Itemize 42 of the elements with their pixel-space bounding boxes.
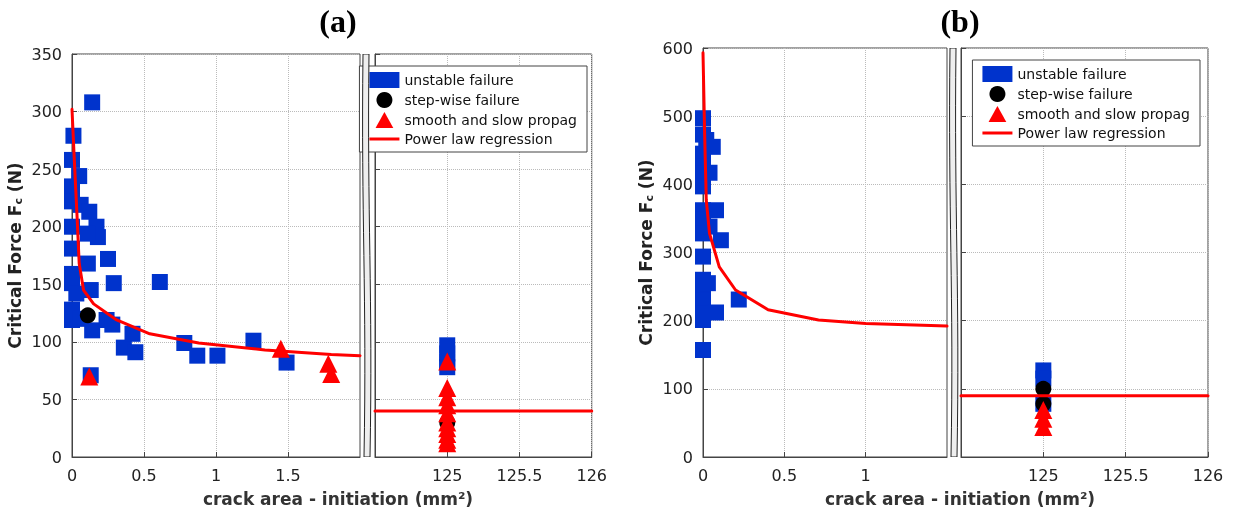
y-tick-label: 200 xyxy=(662,311,693,331)
y-axis-title: Critical Force Fc (N) xyxy=(635,159,656,346)
y-tick-label: 250 xyxy=(31,159,62,179)
x-axis-title: crack area - initiation (mm²) xyxy=(824,488,1096,509)
x-tick-label: 0 xyxy=(697,465,709,485)
legend-label: smooth and slow propag xyxy=(404,112,578,128)
y-tick-label: 50 xyxy=(41,389,62,409)
legend-label: Power law regression xyxy=(1017,125,1166,141)
y-tick-label: 600 xyxy=(662,38,693,58)
legend-label: step-wise failure xyxy=(1017,86,1133,102)
x-tick-label: 1 xyxy=(860,465,871,485)
y-tick-label: 400 xyxy=(662,174,693,194)
y-tick-label: 0 xyxy=(51,447,62,467)
chart-title: (b) xyxy=(940,3,980,39)
x-tick-label: 125 xyxy=(431,465,463,485)
x-tick-label: 1.5 xyxy=(275,465,301,485)
x-axis-title: crack area - initiation (mm²) xyxy=(202,488,474,509)
legend-label: step-wise failure xyxy=(404,92,520,108)
x-tick-label: 0.5 xyxy=(131,465,157,485)
y-tick-label: 500 xyxy=(662,106,693,126)
y-tick-label: 100 xyxy=(31,332,62,352)
legend-label: smooth and slow propag xyxy=(1017,106,1191,122)
x-tick-label: 125.5 xyxy=(1102,465,1149,485)
y-axis-title: Critical Force Fc (N) xyxy=(4,162,25,349)
x-tick-label: 126 xyxy=(1192,465,1224,485)
y-tick-label: 350 xyxy=(31,44,62,64)
y-tick-label: 100 xyxy=(662,379,693,399)
x-tick-label: 126 xyxy=(576,465,607,485)
y-tick-label: 0 xyxy=(682,447,693,467)
chart-title: (a) xyxy=(319,3,357,39)
y-tick-label: 300 xyxy=(662,243,693,262)
legend-label: unstable failure xyxy=(1017,66,1127,82)
y-tick-label: 150 xyxy=(31,274,62,294)
x-tick-label: 125.5 xyxy=(496,465,543,485)
y-tick-label: 300 xyxy=(31,102,62,122)
x-tick-label: 0.5 xyxy=(771,465,798,485)
legend-label: unstable failure xyxy=(404,72,514,88)
x-tick-label: 1 xyxy=(210,465,222,485)
legend-label: Power law regression xyxy=(404,131,553,147)
x-tick-label: 0 xyxy=(66,465,78,485)
x-tick-label: 125 xyxy=(1028,465,1059,485)
y-tick-label: 200 xyxy=(31,217,62,237)
